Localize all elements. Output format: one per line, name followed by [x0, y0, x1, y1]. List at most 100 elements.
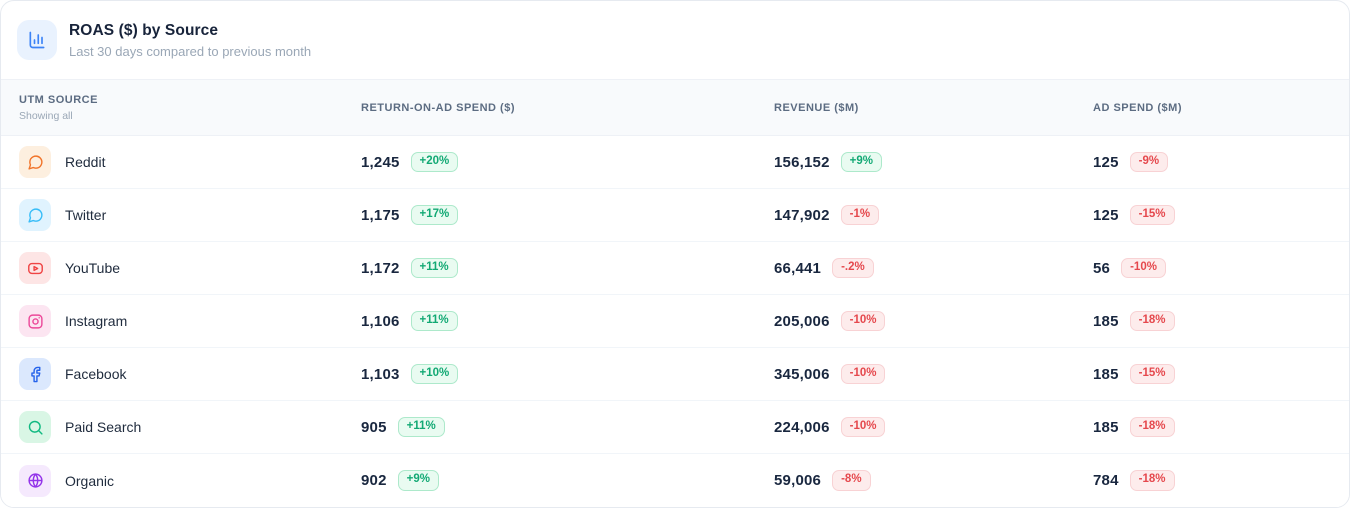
roas-delta-badge: +11% [397, 416, 445, 438]
ad-spend-cell: 185 -18% [1093, 310, 1349, 332]
revenue-cell: 345,006 -10% [774, 363, 1093, 385]
revenue-cell: 205,006 -10% [774, 310, 1093, 332]
instagram-icon [19, 305, 51, 337]
card-header-text: ROAS ($) by Source Last 30 days compared… [69, 22, 311, 59]
ad-spend-cell: 784 -18% [1093, 470, 1349, 491]
ad-spend-delta-badge: -18% [1129, 310, 1175, 332]
ad-spend-value: 125 [1093, 206, 1119, 224]
source-cell: Twitter [19, 199, 361, 231]
source-cell: Instagram [19, 305, 361, 337]
ad-spend-cell: 125 -15% [1093, 204, 1349, 226]
page-title: ROAS ($) by Source [69, 21, 219, 39]
ad-spend-delta-badge: -9% [1129, 151, 1169, 173]
column-revenue-label: REVENUE ($M) [774, 101, 859, 114]
roas-delta-badge: +11% [410, 310, 458, 332]
revenue-value: 156,152 [774, 153, 830, 171]
ad-spend-value: 784 [1093, 472, 1119, 489]
table-row[interactable]: YouTube 1,172 +11% 66,441 -.2% 56 -10% [1, 242, 1349, 295]
table-row[interactable]: Instagram 1,106 +11% 205,006 -10% 185 -1… [1, 295, 1349, 348]
globe-icon [19, 464, 51, 497]
roas-delta-badge: +11% [410, 257, 458, 279]
bar-chart-icon [17, 20, 57, 60]
roas-value: 1,172 [361, 259, 400, 277]
ad-spend-delta-badge: -18% [1129, 416, 1175, 438]
revenue-delta-badge: -10% [840, 310, 886, 332]
revenue-cell: 147,902 -1% [774, 204, 1093, 226]
revenue-delta-badge: -8% [832, 470, 871, 491]
roas-cell: 1,175 +17% [361, 204, 774, 226]
facebook-icon [19, 358, 51, 390]
column-ad-spend-label: AD SPEND ($M) [1093, 101, 1183, 114]
ad-spend-cell: 125 -9% [1093, 151, 1349, 173]
ad-spend-delta-badge: -18% [1129, 470, 1175, 491]
ad-spend-value: 185 [1093, 312, 1119, 330]
source-label: Twitter [65, 207, 107, 223]
table-column-header: UTM SOURCE Showing all RETURN-ON-AD SPEN… [1, 79, 1349, 136]
source-label: YouTube [65, 260, 121, 276]
roas-value: 1,103 [361, 365, 400, 383]
revenue-value: 147,902 [774, 206, 830, 224]
table-row[interactable]: Reddit 1,245 +20% 156,152 +9% 125 -9% [1, 136, 1349, 189]
revenue-cell: 224,006 -10% [774, 416, 1093, 438]
source-label: Facebook [65, 366, 127, 382]
ad-spend-value: 185 [1093, 365, 1119, 383]
roas-cell: 1,245 +20% [361, 151, 774, 173]
roas-cell: 1,172 +11% [361, 257, 774, 279]
roas-delta-badge: +17% [410, 204, 459, 226]
table-body: Reddit 1,245 +20% 156,152 +9% 125 -9% Tw… [1, 136, 1349, 507]
revenue-value: 205,006 [774, 312, 830, 330]
ad-spend-value: 125 [1093, 153, 1119, 171]
revenue-cell: 59,006 -8% [774, 470, 1093, 491]
roas-cell: 1,106 +11% [361, 310, 774, 332]
revenue-value: 59,006 [774, 472, 822, 489]
revenue-value: 224,006 [774, 418, 830, 436]
ad-spend-cell: 185 -18% [1093, 416, 1349, 438]
roas-delta-badge: +20% [410, 151, 459, 173]
ad-spend-cell: 185 -15% [1093, 363, 1349, 385]
roas-value: 902 [361, 472, 387, 489]
ad-spend-cell: 56 -10% [1093, 257, 1349, 279]
roas-delta-badge: +9% [397, 470, 439, 491]
column-utm-source-sublabel: Showing all [19, 109, 73, 122]
source-cell: Paid Search [19, 411, 361, 443]
table-row[interactable]: Twitter 1,175 +17% 147,902 -1% 125 -15% [1, 189, 1349, 242]
chat-bubble-icon [19, 146, 51, 178]
ad-spend-delta-badge: -15% [1129, 363, 1175, 385]
roas-cell: 1,103 +10% [361, 363, 774, 385]
revenue-cell: 156,152 +9% [774, 151, 1093, 173]
source-label: Paid Search [65, 419, 142, 435]
source-label: Organic [65, 472, 115, 489]
roas-cell: 905 +11% [361, 416, 774, 438]
table-row[interactable]: Facebook 1,103 +10% 345,006 -10% 185 -15… [1, 348, 1349, 401]
youtube-icon [19, 252, 51, 284]
column-utm-source-label: UTM SOURCE [19, 93, 98, 106]
ad-spend-value: 185 [1093, 418, 1119, 436]
roas-value: 1,106 [361, 312, 400, 330]
card-header: ROAS ($) by Source Last 30 days compared… [1, 1, 1349, 79]
column-roas-label: RETURN-ON-AD SPEND ($) [361, 101, 515, 114]
roas-cell: 902 +9% [361, 470, 774, 491]
page-subtitle: Last 30 days compared to previous month [69, 43, 312, 59]
source-label: Instagram [65, 313, 128, 329]
source-cell: YouTube [19, 252, 361, 284]
ad-spend-delta-badge: -15% [1129, 204, 1175, 226]
column-utm-source: UTM SOURCE Showing all [19, 94, 361, 122]
table-row[interactable]: Organic 902 +9% 59,006 -8% 784 -18% [1, 454, 1349, 507]
ad-spend-value: 56 [1093, 259, 1111, 277]
source-cell: Organic [19, 464, 361, 497]
roas-value: 1,175 [361, 206, 400, 224]
revenue-delta-badge: -1% [840, 204, 880, 226]
search-icon [19, 411, 51, 443]
revenue-delta-badge: -10% [840, 416, 886, 438]
roas-delta-badge: +10% [410, 363, 459, 385]
revenue-delta-badge: -10% [840, 363, 886, 385]
revenue-delta-badge: -.2% [832, 257, 874, 279]
ad-spend-delta-badge: -10% [1121, 257, 1166, 279]
revenue-cell: 66,441 -.2% [774, 257, 1093, 279]
source-cell: Facebook [19, 358, 361, 390]
source-label: Reddit [65, 154, 106, 170]
table-row[interactable]: Paid Search 905 +11% 224,006 -10% 185 -1… [1, 401, 1349, 454]
revenue-value: 66,441 [774, 259, 822, 277]
revenue-delta-badge: +9% [840, 151, 882, 173]
